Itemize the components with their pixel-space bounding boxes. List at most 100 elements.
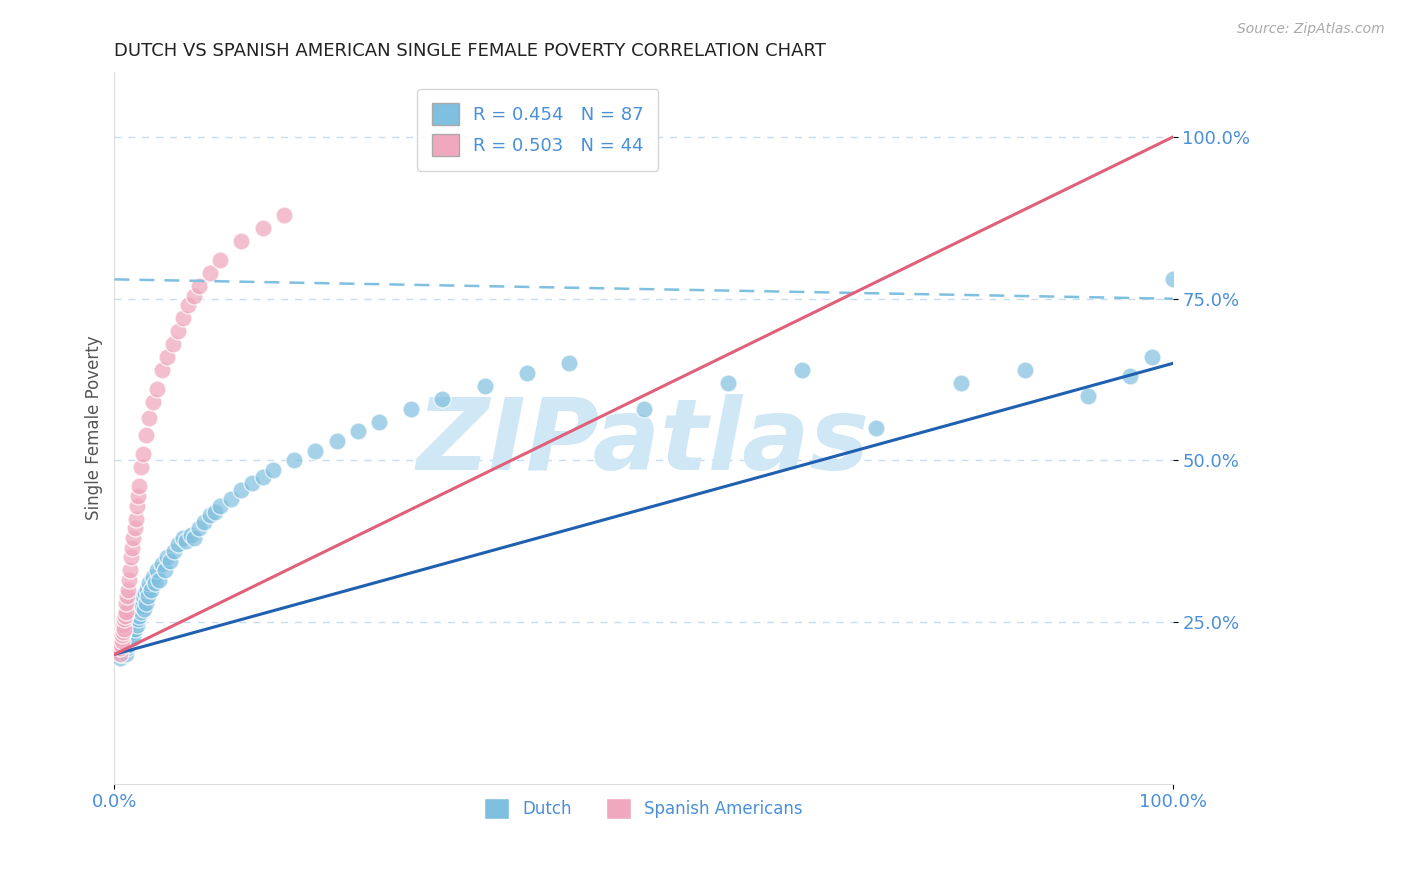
- Point: [114, 608, 136, 623]
- Point: [128, 602, 150, 616]
- Point: [432, 392, 454, 406]
- Point: [159, 554, 181, 568]
- Point: [124, 602, 146, 616]
- Point: [167, 324, 190, 338]
- Point: [129, 592, 152, 607]
- Point: [162, 337, 184, 351]
- Point: [1119, 369, 1142, 384]
- Point: [110, 632, 132, 646]
- Point: [209, 252, 232, 267]
- Point: [183, 531, 205, 545]
- Point: [118, 634, 141, 648]
- Point: [188, 278, 211, 293]
- Point: [120, 632, 142, 646]
- Point: [325, 434, 347, 448]
- Point: [120, 615, 142, 629]
- Point: [117, 638, 139, 652]
- Point: [262, 463, 284, 477]
- Point: [111, 624, 134, 639]
- Point: [121, 612, 143, 626]
- Point: [252, 220, 274, 235]
- Point: [122, 632, 145, 646]
- Point: [112, 622, 135, 636]
- Point: [145, 563, 167, 577]
- Point: [120, 550, 142, 565]
- Point: [127, 596, 149, 610]
- Point: [131, 599, 153, 613]
- Point: [118, 622, 141, 636]
- Point: [368, 415, 391, 429]
- Point: [132, 447, 155, 461]
- Point: [150, 557, 173, 571]
- Point: [124, 521, 146, 535]
- Point: [204, 505, 226, 519]
- Point: [273, 208, 295, 222]
- Point: [145, 382, 167, 396]
- Point: [188, 521, 211, 535]
- Point: [219, 492, 242, 507]
- Point: [124, 615, 146, 629]
- Point: [516, 366, 538, 380]
- Point: [129, 459, 152, 474]
- Point: [128, 479, 150, 493]
- Point: [108, 650, 131, 665]
- Point: [231, 483, 253, 497]
- Point: [163, 544, 186, 558]
- Point: [156, 550, 179, 565]
- Point: [558, 356, 581, 370]
- Point: [134, 586, 156, 600]
- Point: [112, 644, 135, 658]
- Point: [346, 425, 368, 439]
- Point: [125, 499, 148, 513]
- Point: [115, 628, 138, 642]
- Point: [156, 350, 179, 364]
- Point: [111, 648, 134, 662]
- Point: [155, 563, 177, 577]
- Point: [193, 515, 215, 529]
- Point: [117, 624, 139, 639]
- Point: [176, 534, 198, 549]
- Point: [198, 508, 221, 523]
- Point: [118, 573, 141, 587]
- Point: [399, 401, 422, 416]
- Point: [110, 638, 132, 652]
- Point: [180, 528, 202, 542]
- Point: [122, 531, 145, 545]
- Point: [129, 606, 152, 620]
- Point: [135, 596, 157, 610]
- Point: [717, 376, 740, 390]
- Point: [125, 618, 148, 632]
- Point: [150, 363, 173, 377]
- Point: [127, 612, 149, 626]
- Point: [132, 589, 155, 603]
- Point: [121, 541, 143, 555]
- Point: [304, 443, 326, 458]
- Point: [124, 606, 146, 620]
- Point: [143, 576, 166, 591]
- Point: [122, 608, 145, 623]
- Point: [1161, 272, 1184, 286]
- Point: [111, 628, 134, 642]
- Point: [112, 612, 135, 626]
- Point: [115, 632, 138, 646]
- Point: [108, 648, 131, 662]
- Text: DUTCH VS SPANISH AMERICAN SINGLE FEMALE POVERTY CORRELATION CHART: DUTCH VS SPANISH AMERICAN SINGLE FEMALE …: [114, 42, 827, 60]
- Point: [111, 634, 134, 648]
- Point: [240, 476, 263, 491]
- Point: [127, 489, 149, 503]
- Point: [128, 608, 150, 623]
- Point: [136, 589, 159, 603]
- Point: [108, 640, 131, 655]
- Point: [209, 499, 232, 513]
- Point: [136, 582, 159, 597]
- Point: [115, 648, 138, 662]
- Point: [792, 363, 814, 377]
- Point: [1140, 350, 1163, 364]
- Point: [115, 606, 138, 620]
- Point: [283, 453, 305, 467]
- Point: [141, 582, 163, 597]
- Point: [117, 582, 139, 597]
- Point: [950, 376, 973, 390]
- Point: [198, 266, 221, 280]
- Point: [114, 634, 136, 648]
